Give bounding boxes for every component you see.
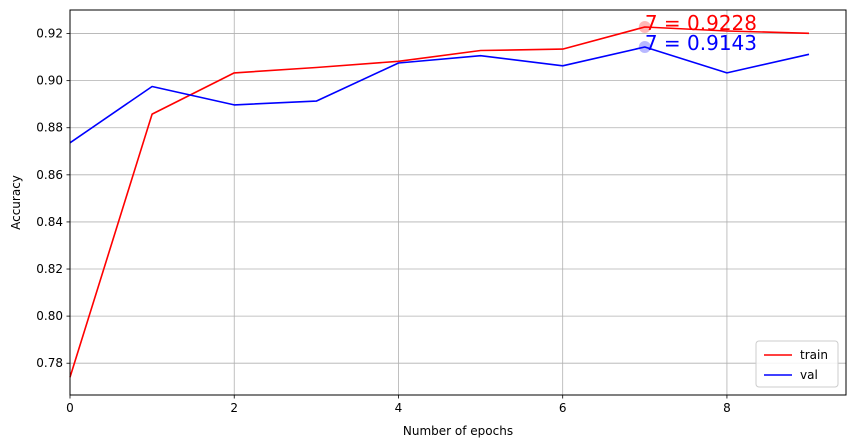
- legend-label-train: train: [800, 348, 828, 362]
- series-line-train: [69, 26, 810, 378]
- x-axis-ticks: 0 2 4 6 8: [66, 395, 731, 415]
- x-tick-label: 8: [723, 401, 731, 415]
- y-tick-label: 0.90: [36, 74, 63, 88]
- series-lines: [69, 26, 810, 378]
- best-point-annotation: 7 = 0.9228: [645, 11, 757, 35]
- x-axis-label: Number of epochs: [403, 424, 513, 438]
- y-tick-label: 0.82: [36, 262, 63, 276]
- best-point-annotation: 7 = 0.9143: [645, 31, 757, 55]
- y-tick-label: 0.92: [36, 27, 63, 41]
- grid-lines: [69, 10, 846, 395]
- y-axis-ticks: 0.78 0.80 0.82 0.84 0.86 0.88 0.90 0.92: [36, 27, 70, 370]
- x-tick-label: 4: [395, 401, 403, 415]
- best-point-marker: [638, 20, 651, 33]
- legend-label-val: val: [800, 368, 818, 382]
- best-point-marker: [638, 40, 651, 53]
- plot-frame: [69, 9, 847, 396]
- y-tick-label: 0.86: [36, 168, 63, 182]
- x-tick-label: 6: [559, 401, 567, 415]
- y-tick-label: 0.88: [36, 121, 63, 135]
- x-tick-label: 0: [66, 401, 74, 415]
- y-tick-label: 0.80: [36, 309, 63, 323]
- y-tick-label: 0.78: [36, 356, 63, 370]
- series-line-val: [69, 46, 810, 144]
- x-tick-label: 2: [230, 401, 238, 415]
- y-axis-label: Accuracy: [9, 175, 23, 230]
- y-tick-label: 0.84: [36, 215, 63, 229]
- legend: train val: [755, 340, 839, 388]
- best-epoch-markers: [638, 20, 651, 53]
